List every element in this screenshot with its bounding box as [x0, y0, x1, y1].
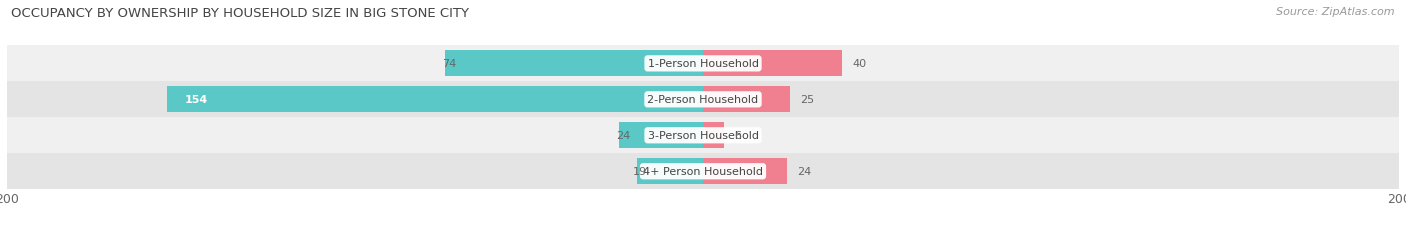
Bar [167, 87, 703, 113]
FancyBboxPatch shape [7, 154, 1399, 189]
Text: 154: 154 [184, 95, 208, 105]
Bar [703, 51, 842, 77]
Text: 25: 25 [800, 95, 814, 105]
Bar [446, 51, 703, 77]
Text: 1-Person Household: 1-Person Household [648, 59, 758, 69]
Text: 2-Person Household: 2-Person Household [647, 95, 759, 105]
FancyBboxPatch shape [7, 46, 1399, 82]
Text: 6: 6 [734, 131, 741, 141]
Text: OCCUPANCY BY OWNERSHIP BY HOUSEHOLD SIZE IN BIG STONE CITY: OCCUPANCY BY OWNERSHIP BY HOUSEHOLD SIZE… [11, 7, 470, 20]
Bar [620, 123, 703, 149]
Bar [703, 123, 724, 149]
Text: 3-Person Household: 3-Person Household [648, 131, 758, 141]
FancyBboxPatch shape [7, 118, 1399, 154]
FancyBboxPatch shape [7, 82, 1399, 118]
Text: 40: 40 [852, 59, 866, 69]
Bar [703, 159, 786, 184]
Text: 19: 19 [633, 167, 647, 176]
Text: 74: 74 [441, 59, 456, 69]
Text: 4+ Person Household: 4+ Person Household [643, 167, 763, 176]
Text: 24: 24 [797, 167, 811, 176]
Text: 24: 24 [616, 131, 630, 141]
Text: Source: ZipAtlas.com: Source: ZipAtlas.com [1277, 7, 1395, 17]
Bar [637, 159, 703, 184]
Bar [703, 87, 790, 113]
